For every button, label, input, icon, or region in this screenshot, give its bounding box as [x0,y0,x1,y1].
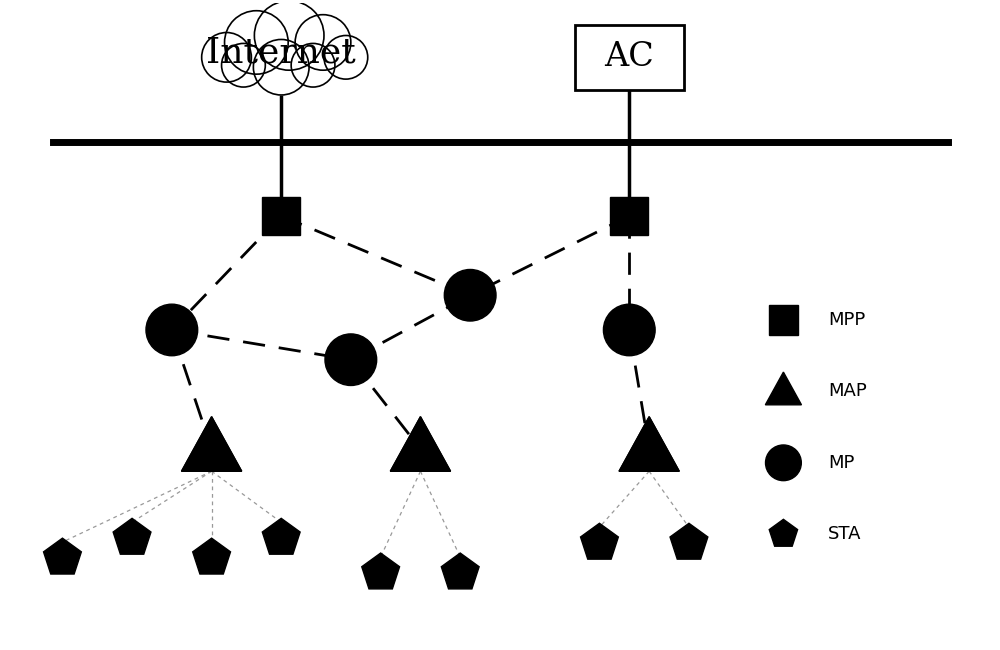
Polygon shape [441,553,479,589]
Polygon shape [610,197,648,235]
Polygon shape [182,417,242,471]
Polygon shape [44,538,81,574]
Polygon shape [262,518,300,554]
Circle shape [253,40,309,95]
Polygon shape [769,519,798,546]
Polygon shape [262,197,300,235]
Polygon shape [670,523,708,559]
Polygon shape [765,372,801,405]
Circle shape [146,304,198,356]
Polygon shape [619,417,679,471]
Circle shape [444,270,496,321]
Circle shape [254,1,324,70]
Circle shape [222,44,265,87]
Polygon shape [769,305,798,335]
Polygon shape [619,417,679,471]
Text: MP: MP [828,454,855,472]
Polygon shape [581,523,618,559]
Circle shape [603,304,655,356]
Circle shape [291,44,335,87]
Polygon shape [113,518,151,554]
Text: Internet: Internet [206,35,356,70]
Circle shape [325,334,377,385]
FancyBboxPatch shape [575,25,684,90]
Polygon shape [193,538,231,574]
Circle shape [324,36,368,79]
Text: MPP: MPP [828,311,865,329]
Polygon shape [390,417,451,471]
Circle shape [295,15,351,70]
Polygon shape [390,417,451,471]
Circle shape [766,445,801,480]
Circle shape [225,10,288,74]
Text: MAP: MAP [828,382,867,400]
Text: AC: AC [604,42,654,73]
Polygon shape [362,553,400,589]
Text: STA: STA [828,525,862,543]
Circle shape [202,32,251,82]
Polygon shape [182,417,242,471]
